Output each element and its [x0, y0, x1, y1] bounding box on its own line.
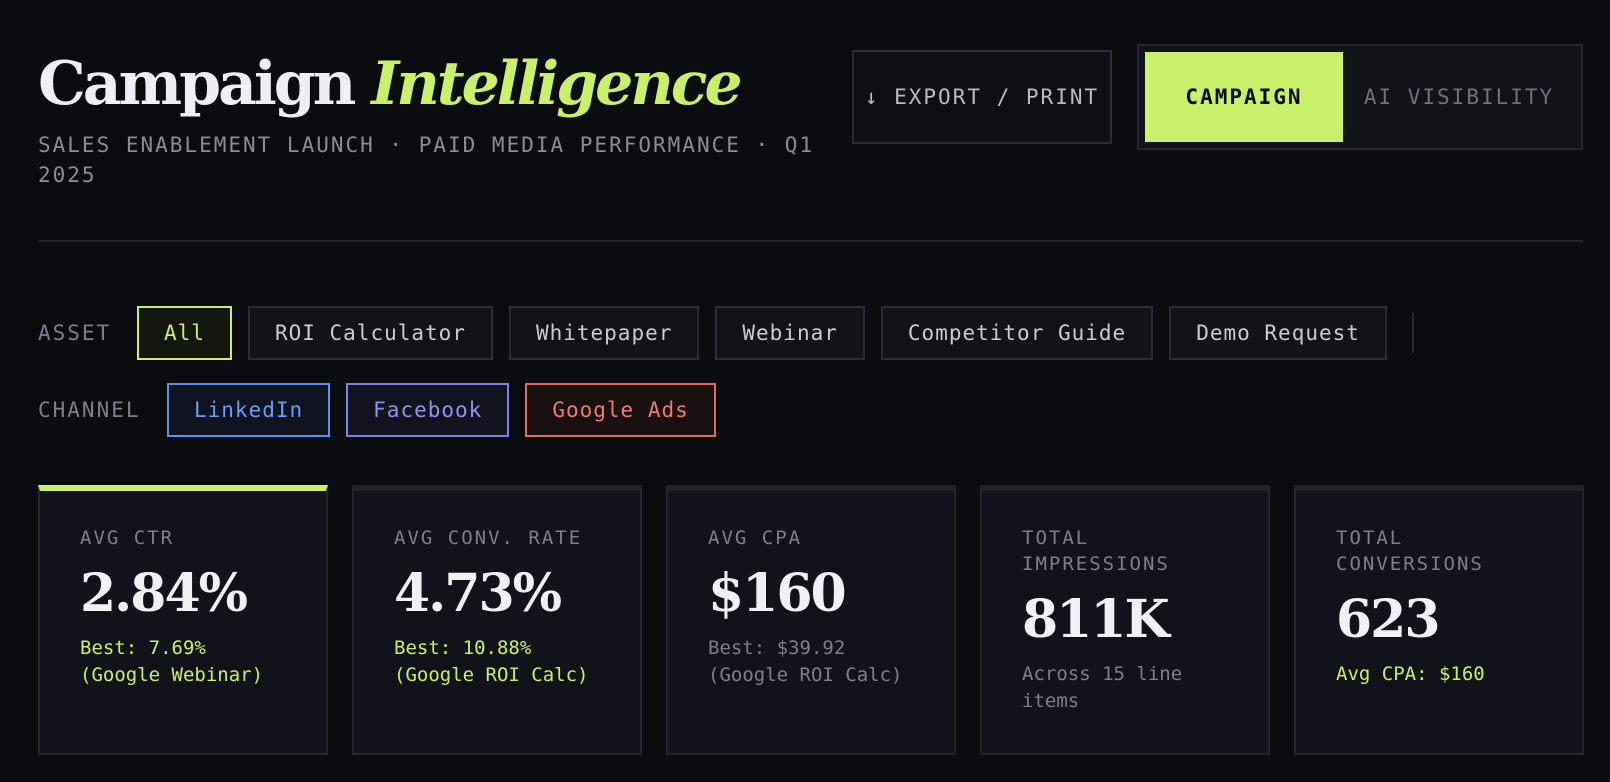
asset-chip-whitepaper[interactable]: Whitepaper — [508, 306, 700, 360]
asset-filter-label: ASSET — [38, 321, 112, 345]
channel-chip-facebook[interactable]: Facebook — [346, 383, 510, 437]
channel-chip-google-ads[interactable]: Google Ads — [525, 383, 716, 437]
view-toggle-campaign[interactable]: CAMPAIGN — [1145, 52, 1343, 142]
page-subtitle: SALES ENABLEMENT LAUNCH · PAID MEDIA PER… — [38, 133, 815, 187]
export-print-button[interactable]: ↓ EXPORT / PRINT — [852, 50, 1112, 144]
kpi-note: Across 15 line items — [1022, 663, 1183, 712]
asset-chip-roi-calculator[interactable]: ROI Calculator — [247, 306, 493, 360]
asset-chip-demo-request[interactable]: Demo Request — [1169, 306, 1387, 360]
kpi-cards: AVG CTR 2.84% Best: 7.69% (Google Webina… — [38, 485, 1584, 755]
kpi-value: 4.73% — [394, 563, 562, 624]
asset-filter-row: ASSET All ROI Calculator Whitepaper Webi… — [38, 306, 1414, 360]
kpi-value: $160 — [708, 563, 847, 624]
kpi-card-avg-cpa: AVG CPA $160 Best: $39.92 (Google ROI Ca… — [666, 485, 956, 755]
kpi-card-avg-conv-rate: AVG CONV. RATE 4.73% Best: 10.88% (Googl… — [352, 485, 642, 755]
asset-chip-all[interactable]: All — [137, 306, 232, 360]
title-main: Campaign — [38, 49, 356, 119]
kpi-note: Best: $39.92 (Google ROI Calc) — [708, 637, 903, 686]
view-toggle-ai-visibility[interactable]: AI VISIBILITY — [1363, 84, 1555, 109]
kpi-label: TOTAL IMPRESSIONS — [1022, 527, 1170, 575]
channel-filter-label: CHANNEL — [38, 398, 141, 422]
channel-chip-linkedin[interactable]: LinkedIn — [167, 383, 331, 437]
header-divider — [38, 240, 1583, 242]
kpi-label: AVG CPA — [708, 527, 803, 549]
asset-chip-webinar[interactable]: Webinar — [715, 306, 865, 360]
kpi-value: 623 — [1336, 589, 1441, 650]
filter-separator — [1411, 313, 1414, 353]
kpi-note: Avg CPA: $160 — [1336, 663, 1485, 685]
page-title: Campaign Intelligence — [38, 44, 743, 124]
asset-chip-competitor-guide[interactable]: Competitor Guide — [880, 306, 1154, 360]
channel-filter-row: CHANNEL LinkedIn Facebook Google Ads — [38, 383, 732, 437]
kpi-value: 811K — [1022, 589, 1170, 650]
kpi-note: Best: 7.69% (Google Webinar) — [80, 637, 264, 686]
title-accent: Intelligence — [371, 49, 742, 119]
kpi-card-avg-ctr: AVG CTR 2.84% Best: 7.69% (Google Webina… — [38, 485, 328, 755]
view-toggle: CAMPAIGN AI VISIBILITY — [1137, 44, 1583, 150]
kpi-card-total-impressions: TOTAL IMPRESSIONS 811K Across 15 line it… — [980, 485, 1270, 755]
kpi-card-total-conversions: TOTAL CONVERSIONS 623 Avg CPA: $160 — [1294, 485, 1584, 755]
kpi-label: AVG CTR — [80, 527, 175, 549]
kpi-value: 2.84% — [80, 563, 248, 624]
kpi-note: Best: 10.88% (Google ROI Calc) — [394, 637, 589, 686]
kpi-label: AVG CONV. RATE — [394, 527, 583, 549]
kpi-label: TOTAL CONVERSIONS — [1336, 527, 1484, 575]
